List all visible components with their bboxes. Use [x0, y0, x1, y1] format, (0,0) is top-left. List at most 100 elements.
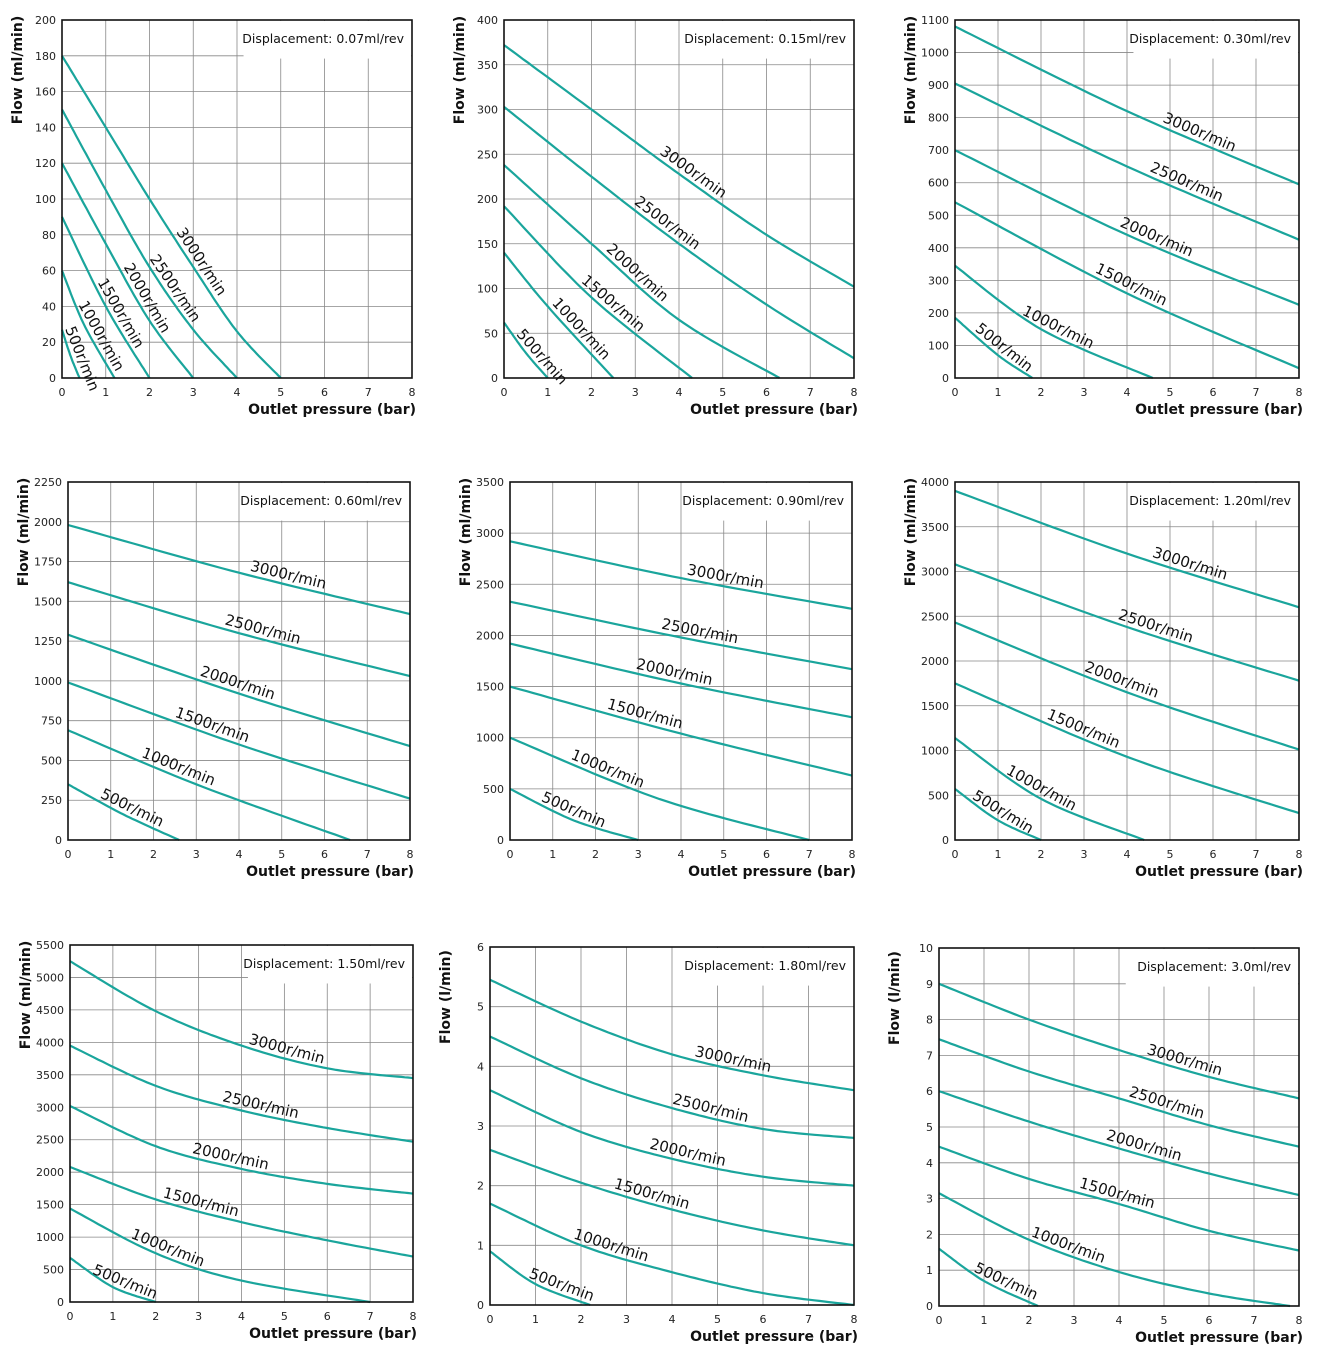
y-tick-label: 9: [926, 978, 933, 991]
displacement-box: [1133, 21, 1298, 59]
x-tick-label: 6: [321, 848, 328, 861]
displacement-label: Displacement: 0.30ml/rev: [1129, 31, 1291, 46]
x-tick-label: 5: [281, 1310, 288, 1323]
series-label: 2000r/min: [648, 1135, 728, 1170]
y-tick-label: 2: [926, 1228, 933, 1241]
y-tick-label: 4: [477, 1060, 484, 1073]
series-line-2500r-min: [489, 1035, 855, 1139]
y-tick-label: 0: [942, 372, 949, 385]
displacement-box: [687, 483, 851, 521]
y-tick-label: 1000: [921, 47, 949, 60]
y-tick-label: 5500: [36, 939, 64, 952]
x-tick-label: 4: [1124, 386, 1131, 399]
x-tick-label: 0: [952, 848, 959, 861]
series-line-500r-min: [503, 321, 549, 379]
x-tick-label: 5: [278, 848, 285, 861]
x-tick-label: 0: [952, 386, 959, 399]
series-line-500r-min: [67, 783, 180, 842]
y-tick-label: 300: [928, 274, 949, 287]
series-line-1000r-min: [954, 737, 1145, 842]
y-tick-label: 3: [477, 1120, 484, 1133]
series-label: 500r/min: [972, 319, 1037, 375]
y-tick-label: 600: [928, 177, 949, 190]
x-tick-label: 0: [67, 1310, 74, 1323]
y-tick-label: 50: [484, 327, 498, 340]
y-tick-label: 100: [477, 283, 498, 296]
x-tick-label: 2: [1026, 1314, 1033, 1327]
x-axis-label: Outlet pressure (bar): [688, 864, 856, 880]
y-axis-label: Flow (ml/min): [903, 478, 919, 586]
displacement-box: [245, 483, 409, 521]
y-tick-label: 60: [42, 265, 56, 278]
y-axis-label: Flow (ml/min): [18, 941, 34, 1049]
series-label: 3000r/min: [1150, 543, 1230, 583]
y-axis-label: Flow (ml/min): [16, 478, 32, 586]
x-tick-label: 7: [806, 848, 813, 861]
series-label: 2000r/min: [191, 1139, 271, 1173]
y-tick-label: 900: [928, 79, 949, 92]
series-line-2500r-min: [938, 1038, 1300, 1148]
y-tick-label: 300: [477, 104, 498, 117]
y-tick-label: 3000: [476, 527, 504, 540]
x-tick-label: 4: [238, 1310, 245, 1323]
y-tick-label: 1000: [921, 745, 949, 758]
series-line-3000r-min: [954, 489, 1300, 609]
displacement-label: Displacement: 1.50ml/rev: [243, 956, 405, 971]
series-line-2000r-min: [69, 1105, 414, 1195]
series-line-1500r-min: [61, 216, 151, 379]
x-tick-label: 5: [714, 1313, 721, 1326]
x-tick-label: 8: [1296, 386, 1303, 399]
y-tick-label: 140: [35, 121, 56, 134]
y-tick-label: 150: [477, 238, 498, 251]
x-tick-label: 8: [851, 1313, 858, 1326]
series-label: 1000r/min: [572, 1225, 652, 1266]
series-line-1000r-min: [489, 1202, 855, 1307]
x-tick-label: 7: [364, 848, 371, 861]
x-tick-label: 8: [1296, 1314, 1303, 1327]
y-tick-label: 750: [41, 715, 62, 728]
series-label: 500r/min: [98, 785, 167, 831]
x-tick-label: 2: [1038, 848, 1045, 861]
x-tick-label: 8: [851, 386, 858, 399]
y-tick-label: 1: [926, 1264, 933, 1277]
x-tick-label: 3: [635, 848, 642, 861]
x-axis-label: Outlet pressure (bar): [248, 402, 416, 418]
x-tick-label: 6: [1210, 848, 1217, 861]
x-tick-label: 1: [995, 386, 1002, 399]
y-tick-label: 1250: [34, 635, 62, 648]
y-tick-label: 2000: [476, 629, 504, 642]
x-tick-label: 0: [936, 1314, 943, 1327]
x-tick-label: 6: [1206, 1314, 1213, 1327]
series-label: 2500r/min: [671, 1090, 751, 1126]
x-tick-label: 1: [981, 1314, 988, 1327]
plot-frame: [954, 19, 1300, 379]
displacement-box: [678, 948, 853, 986]
series-line-2500r-min: [954, 82, 1300, 241]
series-line-1000r-min: [938, 1192, 1291, 1308]
y-tick-label: 250: [41, 794, 62, 807]
y-tick-label: 2000: [34, 516, 62, 529]
series-line-2000r-min: [509, 642, 853, 719]
series-label: 2500r/min: [1116, 605, 1195, 646]
y-tick-label: 200: [477, 193, 498, 206]
y-tick-label: 2000: [36, 1166, 64, 1179]
y-tick-label: 4000: [36, 1036, 64, 1049]
y-tick-label: 1000: [476, 732, 504, 745]
x-tick-label: 5: [277, 386, 284, 399]
x-tick-label: 6: [324, 1310, 331, 1323]
x-tick-label: 3: [1071, 1314, 1078, 1327]
series-line-1500r-min: [67, 681, 411, 800]
series-line-2000r-min: [489, 1089, 855, 1187]
y-tick-label: 400: [477, 14, 498, 27]
x-tick-label: 2: [588, 386, 595, 399]
y-tick-label: 1500: [921, 700, 949, 713]
series-line-1000r-min: [67, 729, 351, 842]
x-tick-label: 8: [407, 848, 414, 861]
y-tick-label: 4: [926, 1157, 933, 1170]
series-line-3000r-min: [503, 44, 855, 288]
y-tick-label: 7: [926, 1049, 933, 1062]
y-tick-label: 0: [926, 1300, 933, 1313]
x-tick-label: 3: [1081, 848, 1088, 861]
chart-5: 0 1 2 3 4 5 6 7 8 0 500 1000 1500 2000 2500 3000 3500 Dis…: [458, 476, 856, 880]
